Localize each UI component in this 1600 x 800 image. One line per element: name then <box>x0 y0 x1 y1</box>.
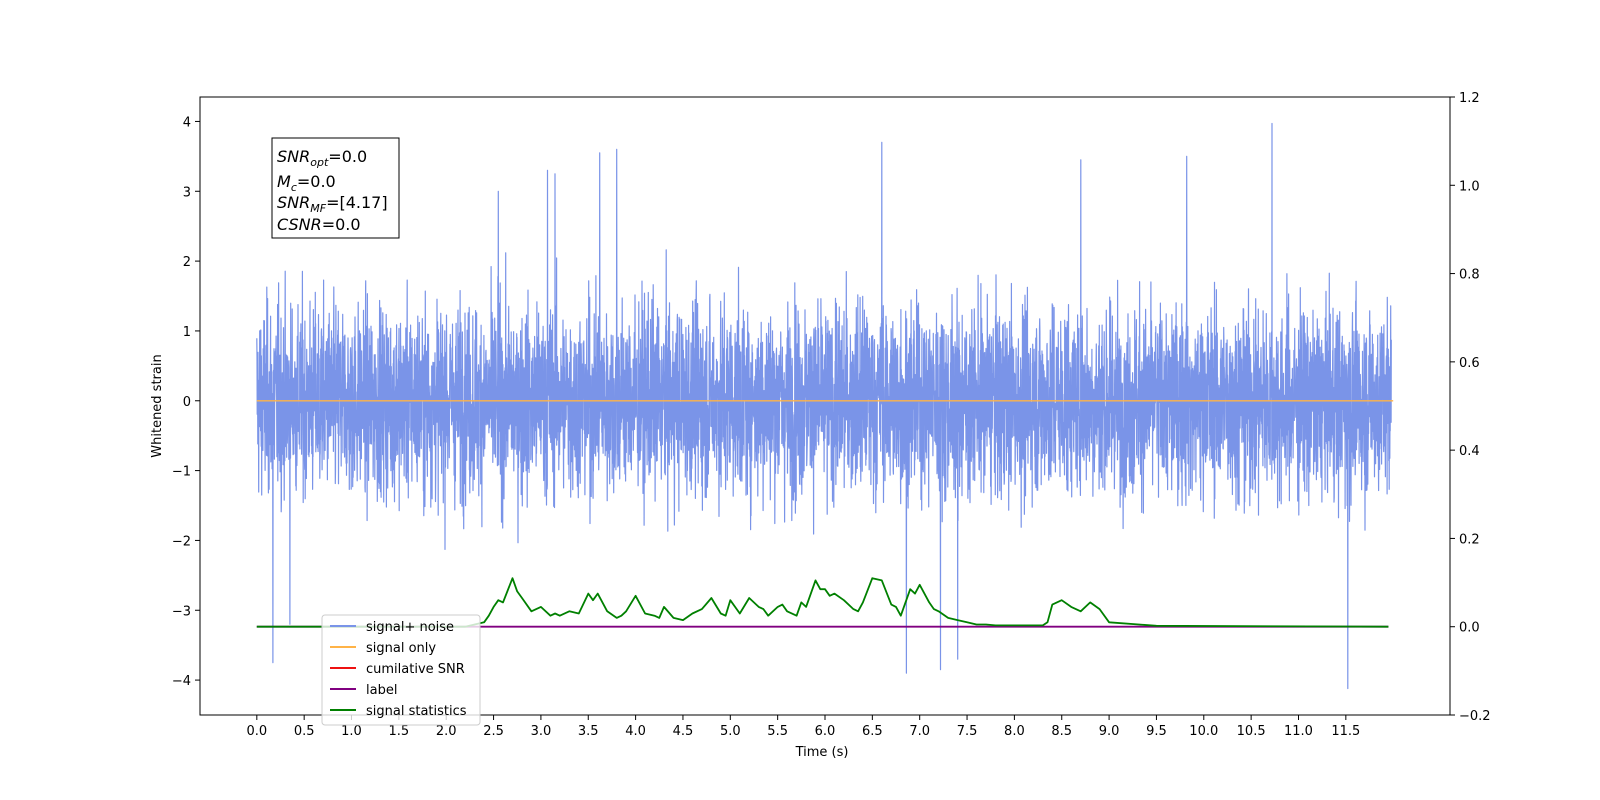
y-left-tick-label: 2 <box>183 255 191 270</box>
info-snr-opt: SNRopt=0.0 <box>277 147 367 169</box>
x-tick-label: 1.0 <box>341 724 362 739</box>
info-csnr: CSNR=0.0 <box>277 215 361 234</box>
y-left-tick-label: 3 <box>183 185 191 200</box>
x-tick-label: 10.5 <box>1237 724 1266 739</box>
signal-statistics-line <box>256 577 1389 628</box>
x-tick-label: 0.0 <box>246 724 267 739</box>
signal-noise-line <box>256 122 1392 690</box>
info-snr-mf: SNRMF=[4.17] <box>277 193 388 215</box>
x-tick-label: 8.5 <box>1051 724 1072 739</box>
x-tick-label: 7.5 <box>957 724 978 739</box>
info-box-frame <box>271 137 400 239</box>
y-left-tick-label: 0 <box>183 395 191 410</box>
y-left-tick-label: 4 <box>183 115 191 130</box>
y-axis-right-ticks: 1.2 1.0 0.8 0.6 0.4 0.2 0.0 −0.2 <box>1450 91 1491 724</box>
y-right-tick-label: −0.2 <box>1459 709 1491 724</box>
x-tick-label: 3.5 <box>578 724 599 739</box>
legend: signal+ noise signal only cumilative SNR… <box>321 614 481 726</box>
y-left-tick-label: 1 <box>183 325 191 340</box>
legend-label: signal+ noise <box>366 620 454 635</box>
y-right-tick-label: 0.0 <box>1459 621 1480 636</box>
y-axis-left-ticks: 4 3 2 1 0 −1 −2 −3 −4 <box>172 115 200 689</box>
x-tick-label: 2.5 <box>483 724 504 739</box>
x-tick-label: 2.0 <box>436 724 457 739</box>
info-box: SNRopt=0.0 Mc=0.0 SNRMF=[4.17] CSNR=0.0 <box>271 137 400 239</box>
legend-item-signal-statistics: signal statistics <box>330 704 467 719</box>
x-tick-label: 5.0 <box>720 724 741 739</box>
legend-label: signal only <box>366 641 436 656</box>
x-tick-label: 11.5 <box>1331 724 1360 739</box>
x-tick-label: 6.5 <box>862 724 883 739</box>
y-left-tick-label: −2 <box>172 534 191 549</box>
x-tick-label: 1.5 <box>389 724 410 739</box>
x-tick-label: 11.0 <box>1284 724 1313 739</box>
y-right-tick-label: 0.6 <box>1459 356 1480 371</box>
legend-item-signal-only: signal only <box>330 641 436 656</box>
y-right-tick-label: 0.2 <box>1459 532 1480 547</box>
x-tick-label: 6.0 <box>815 724 836 739</box>
legend-frame <box>321 614 481 726</box>
signal-noise-series <box>256 122 1392 690</box>
x-tick-label: 10.0 <box>1189 724 1218 739</box>
x-tick-label: 9.5 <box>1146 724 1167 739</box>
legend-label: label <box>366 683 397 698</box>
legend-item-signal-noise: signal+ noise <box>330 620 454 635</box>
info-chirp-mass: Mc=0.0 <box>277 172 336 194</box>
x-tick-label: 4.0 <box>625 724 646 739</box>
x-tick-label: 5.5 <box>767 724 788 739</box>
y-left-tick-label: −1 <box>172 465 191 480</box>
legend-item-label: label <box>330 683 397 698</box>
x-tick-label: 7.0 <box>909 724 930 739</box>
y-left-tick-label: −4 <box>172 674 191 689</box>
legend-item-cumulative-snr: cumilative SNR <box>330 662 465 677</box>
legend-label: signal statistics <box>366 704 467 719</box>
x-axis-title: Time (s) <box>795 745 849 760</box>
y-left-tick-label: −3 <box>172 604 191 619</box>
legend-label: cumilative SNR <box>366 662 465 677</box>
x-tick-label: 9.0 <box>1099 724 1120 739</box>
x-tick-label: 3.0 <box>531 724 552 739</box>
y-right-tick-label: 1.0 <box>1459 179 1480 194</box>
x-axis-ticks: 0.0 0.5 1.0 1.5 2.0 2.5 3.0 3.5 4.0 4.5 5.0 5.5 6.0 6… <box>246 715 1360 739</box>
x-tick-label: 8.0 <box>1004 724 1025 739</box>
x-tick-label: 0.5 <box>294 724 315 739</box>
y-right-tick-label: 0.8 <box>1459 268 1480 283</box>
y-right-tick-label: 1.2 <box>1459 91 1480 106</box>
y-axis-left-title: Whitened strain <box>150 354 165 457</box>
x-tick-label: 4.5 <box>673 724 694 739</box>
y-right-tick-label: 0.4 <box>1459 444 1480 459</box>
